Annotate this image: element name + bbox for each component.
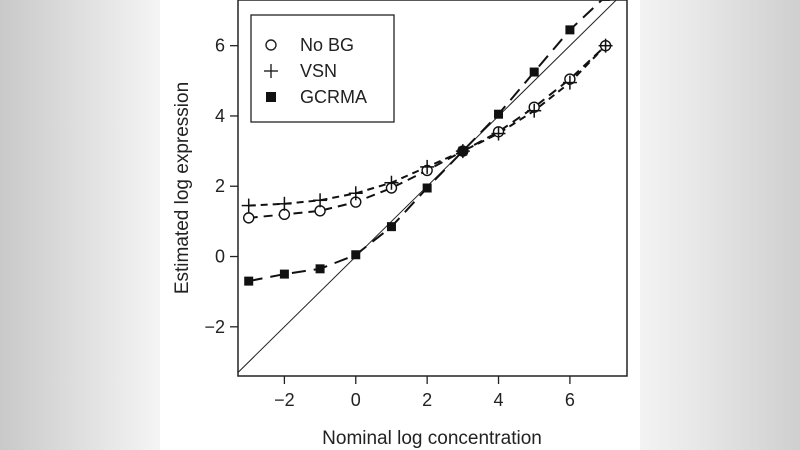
point-vsn bbox=[598, 38, 613, 53]
legend-label-vsn: VSN bbox=[300, 61, 337, 81]
point-vsn bbox=[491, 126, 506, 141]
plot-content bbox=[238, 0, 618, 373]
legend: No BG VSN GCRMA bbox=[250, 14, 395, 123]
point-vsn bbox=[562, 75, 577, 90]
x-tick-label: 4 bbox=[494, 390, 504, 410]
point-gcrma bbox=[386, 222, 396, 232]
point-gcrma bbox=[565, 25, 575, 35]
point-vsn bbox=[384, 175, 399, 190]
point-vsn bbox=[277, 196, 292, 211]
point-vsn bbox=[420, 159, 435, 174]
plot-frame bbox=[237, 0, 628, 377]
legend-marker-no-bg bbox=[265, 39, 277, 51]
point-gcrma bbox=[279, 269, 289, 279]
point-gcrma bbox=[458, 146, 468, 156]
point-gcrma bbox=[351, 250, 361, 260]
point-vsn bbox=[241, 198, 256, 213]
point-gcrma bbox=[315, 264, 325, 274]
x-tick-label: 6 bbox=[565, 390, 575, 410]
figure-panel bbox=[160, 0, 640, 450]
y-tick-label: 2 bbox=[215, 176, 225, 196]
background-left bbox=[0, 0, 165, 450]
legend-box bbox=[250, 14, 395, 123]
x-axis-title: Nominal log concentration bbox=[322, 428, 542, 449]
point-vsn bbox=[527, 103, 542, 118]
point-gcrma bbox=[244, 276, 254, 286]
point-no-bg bbox=[278, 208, 291, 221]
x-tick-label: 0 bbox=[351, 390, 361, 410]
point-no-bg bbox=[314, 205, 326, 217]
y-axis-title: Estimated log expression bbox=[172, 82, 193, 294]
point-vsn bbox=[313, 193, 328, 208]
x-tick-label: 2 bbox=[422, 390, 432, 410]
point-no-bg bbox=[243, 212, 255, 224]
point-gcrma bbox=[422, 183, 432, 193]
x-tick-label: −2 bbox=[274, 390, 295, 410]
background-right bbox=[625, 0, 800, 450]
point-gcrma bbox=[529, 67, 539, 77]
identity-line bbox=[238, 0, 618, 373]
y-tick-label: 0 bbox=[215, 247, 225, 267]
legend-label-no-bg: No BG bbox=[300, 35, 354, 55]
y-tick-label: 6 bbox=[215, 36, 225, 56]
legend-label-gcrma: GCRMA bbox=[300, 87, 367, 107]
y-tick-label: −2 bbox=[204, 317, 225, 337]
axis-ticks: −2 0 2 4 6 −2 0 2 4 6 bbox=[204, 36, 574, 410]
point-vsn bbox=[348, 186, 363, 201]
point-gcrma bbox=[494, 109, 504, 119]
legend-marker-vsn bbox=[264, 64, 278, 78]
legend-marker-gcrma bbox=[266, 92, 276, 102]
y-tick-label: 4 bbox=[215, 106, 225, 126]
